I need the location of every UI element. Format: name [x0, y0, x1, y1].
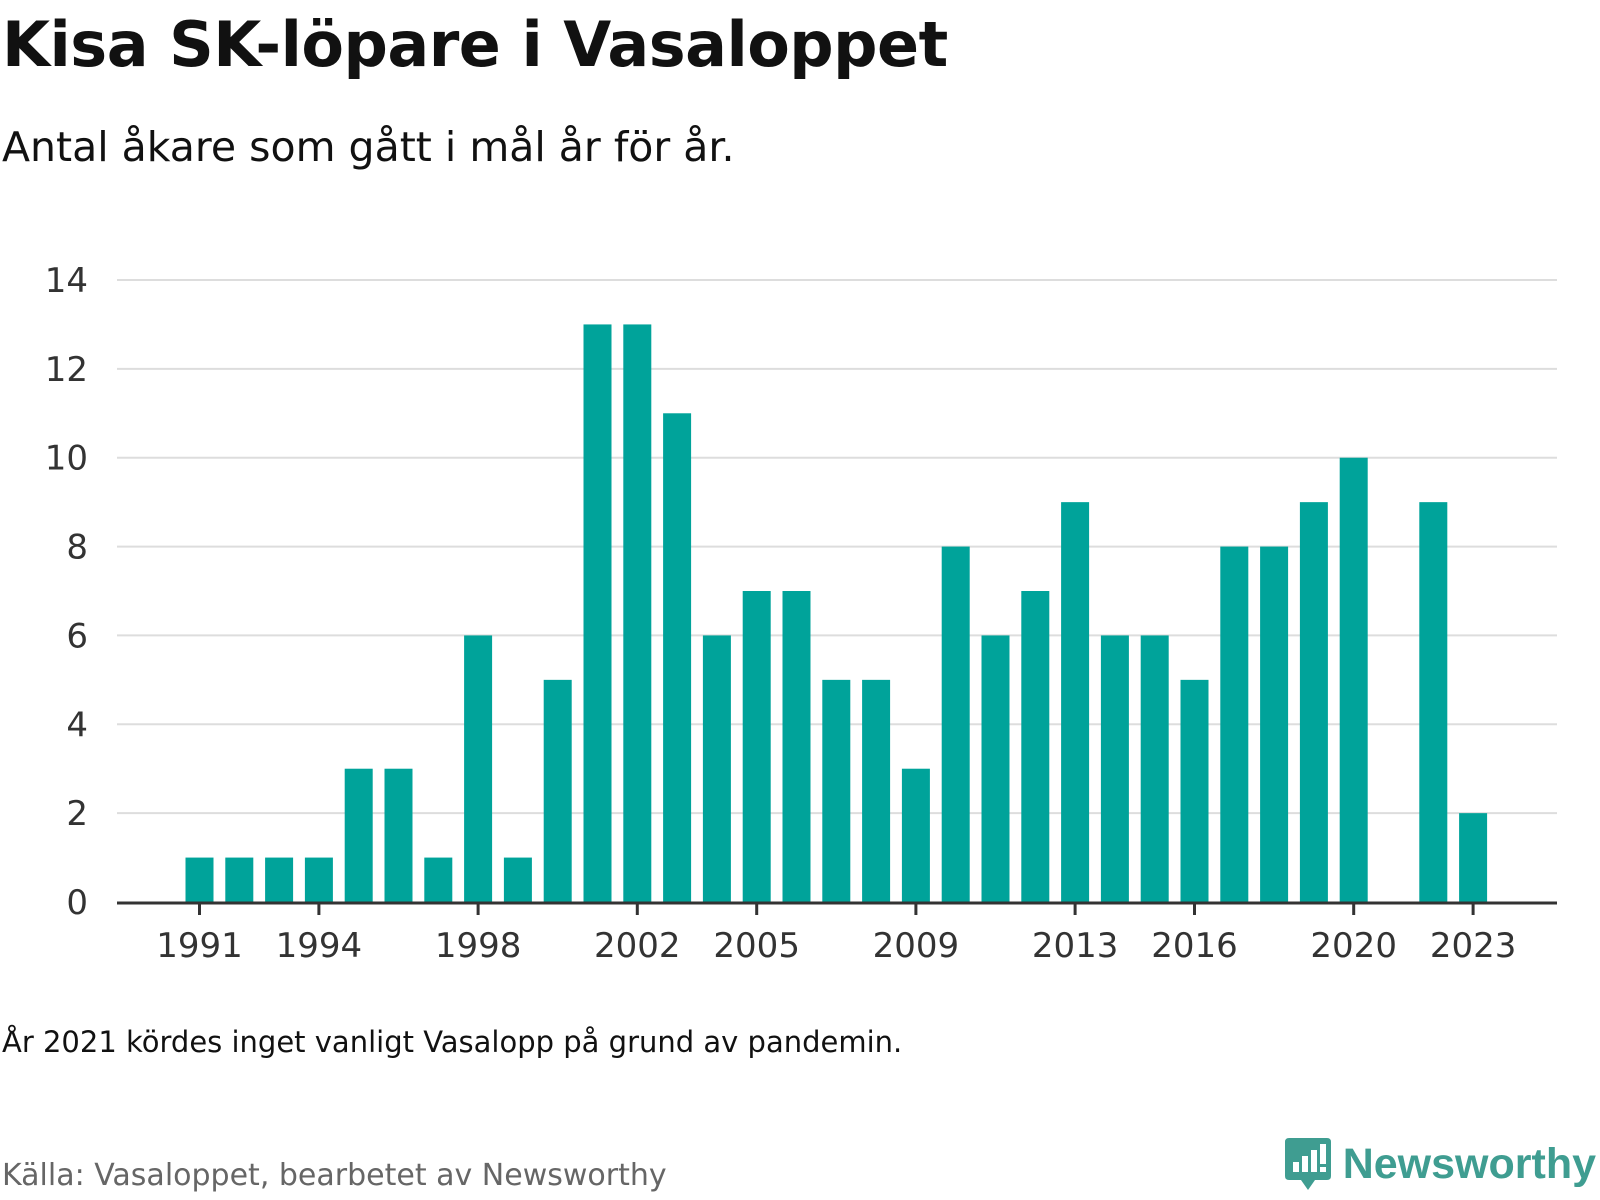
newsworthy-logo-icon: [1284, 1138, 1331, 1190]
bar-1994: [304, 857, 333, 902]
bar-2000: [543, 679, 572, 902]
chart-note: År 2021 kördes inget vanligt Vasalopp på…: [2, 1025, 903, 1059]
bar-2013: [1061, 502, 1090, 902]
y-axis-ticks: 0 2 4 6 8 10 12 14: [45, 261, 88, 923]
x-tick-label: 2005: [713, 926, 800, 966]
y-tick-label: 14: [45, 261, 88, 301]
bar-2007: [822, 679, 851, 902]
bar-1996: [384, 768, 413, 902]
bar-2002: [623, 324, 652, 902]
x-tick-label: 2020: [1310, 926, 1397, 966]
bar-2003: [663, 413, 692, 902]
bar-2010: [941, 546, 970, 902]
y-tick-label: 10: [45, 439, 88, 479]
bars: [185, 324, 1488, 902]
bar-1993: [265, 857, 294, 902]
bar-1991: [185, 857, 214, 902]
chart-title: Kisa SK-löpare i Vasaloppet: [2, 8, 948, 81]
brand-logo: Newsworthy: [1283, 1136, 1596, 1192]
bar-1992: [225, 857, 254, 902]
bar-1998: [464, 635, 493, 902]
y-tick-label: 12: [45, 350, 88, 390]
bar-2022: [1419, 502, 1448, 902]
bar-chart: 0 2 4 6 8 10 12 14 1991 1994 1998 2002 2005 2009 2013…: [45, 261, 1557, 966]
bar-2019: [1299, 502, 1328, 902]
y-tick-label: 4: [66, 705, 88, 745]
x-tick-label: 2009: [873, 926, 960, 966]
bar-2015: [1140, 635, 1169, 902]
bar-1997: [424, 857, 453, 902]
x-axis: 1991 1994 1998 2002 2005 2009 2013 2016 2020 2023: [117, 901, 1557, 966]
brand-name: Newsworthy: [1342, 1139, 1596, 1188]
bar-2017: [1220, 546, 1249, 902]
bar-1999: [503, 857, 532, 902]
bar-2023: [1459, 813, 1488, 902]
bar-2012: [1021, 591, 1050, 902]
bar-2006: [782, 591, 811, 902]
bar-2005: [742, 591, 771, 902]
bar-2011: [981, 635, 1010, 902]
y-tick-label: 0: [66, 883, 88, 923]
x-tick-label: 2023: [1430, 926, 1517, 966]
x-tick-label: 2016: [1151, 926, 1238, 966]
y-tick-label: 6: [66, 616, 88, 656]
bar-1995: [344, 768, 373, 902]
y-tick-label: 8: [66, 528, 88, 568]
bar-2008: [862, 679, 891, 902]
x-tick-label: 1991: [156, 926, 243, 966]
x-tick-label: 2002: [594, 926, 681, 966]
chart-subtitle: Antal åkare som gått i mål år för år.: [2, 123, 735, 171]
bar-2009: [901, 768, 930, 902]
bar-2018: [1260, 546, 1289, 902]
x-tick-label: 1998: [435, 926, 522, 966]
x-tick-label: 2013: [1032, 926, 1119, 966]
bar-2016: [1180, 679, 1209, 902]
bar-2001: [583, 324, 612, 902]
bar-2004: [702, 635, 731, 902]
bar-2014: [1100, 635, 1129, 902]
bar-2020: [1339, 457, 1368, 902]
x-tick-label: 1994: [276, 926, 363, 966]
source-text: Källa: Vasaloppet, bearbetet av Newswort…: [2, 1158, 667, 1193]
y-tick-label: 2: [66, 794, 88, 834]
gridlines: [117, 279, 1557, 815]
